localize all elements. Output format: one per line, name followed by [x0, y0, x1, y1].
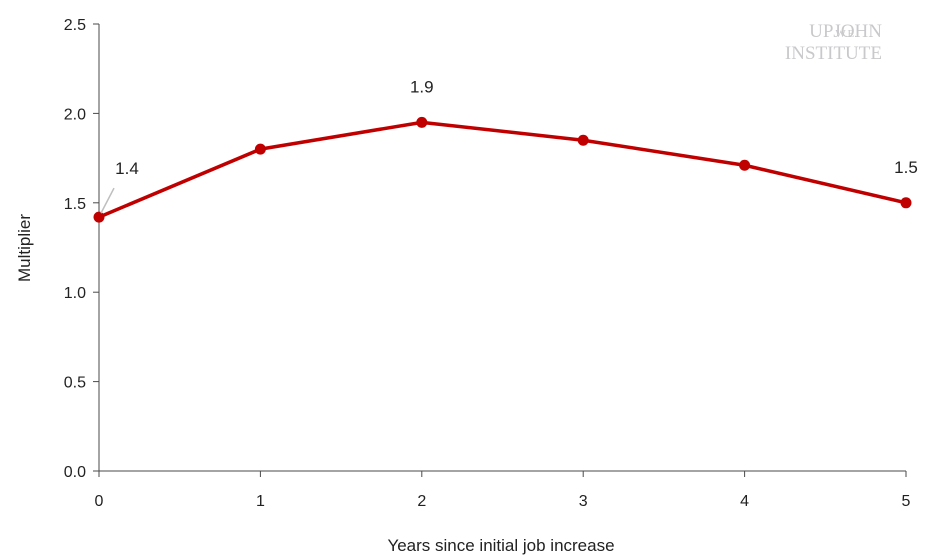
y-tick-label: 0.0 [64, 464, 86, 481]
data-point-marker [416, 116, 428, 128]
data-point-marker [900, 197, 912, 209]
upjohn-logo: W.E. UPJOHN INSTITUTE [785, 21, 882, 64]
data-label: 1.5 [894, 158, 918, 177]
y-tick-label: 1.5 [64, 196, 86, 213]
x-tick-label: 0 [95, 493, 104, 510]
x-tick-label: 3 [579, 493, 588, 510]
y-tick-label: 1.0 [64, 285, 86, 302]
data-point-marker [739, 159, 751, 171]
data-point-marker [93, 211, 105, 223]
data-label: 1.4 [115, 159, 139, 178]
x-tick-label: 2 [417, 493, 426, 510]
data-label: 1.9 [410, 77, 434, 96]
x-axis-title: Years since initial job increase [387, 536, 614, 555]
data-point-marker [254, 143, 266, 155]
logo-small-text: W.E. [835, 28, 857, 40]
chart-axes: 0.0 0.5 1.0 1.5 2.0 2.5 0 1 2 3 4 5 [64, 17, 911, 510]
series-line [97, 120, 908, 219]
logo-line2-text: INSTITUTE [785, 43, 882, 64]
chart-series [93, 116, 912, 223]
x-tick-label: 4 [740, 493, 749, 510]
data-label-leader-line [100, 187, 115, 214]
x-tick-label: 5 [902, 493, 911, 510]
chart-data-labels: 1.4 1.9 1.5 [100, 77, 918, 214]
x-tick-label: 1 [256, 493, 265, 510]
y-tick-label: 2.0 [64, 106, 86, 123]
data-point-marker [577, 134, 589, 146]
y-tick-label: 2.5 [64, 17, 86, 34]
y-tick-label: 0.5 [64, 375, 86, 392]
logo-line1-text: UPJOHN [809, 21, 882, 42]
y-axis-title: Multiplier [15, 214, 34, 282]
